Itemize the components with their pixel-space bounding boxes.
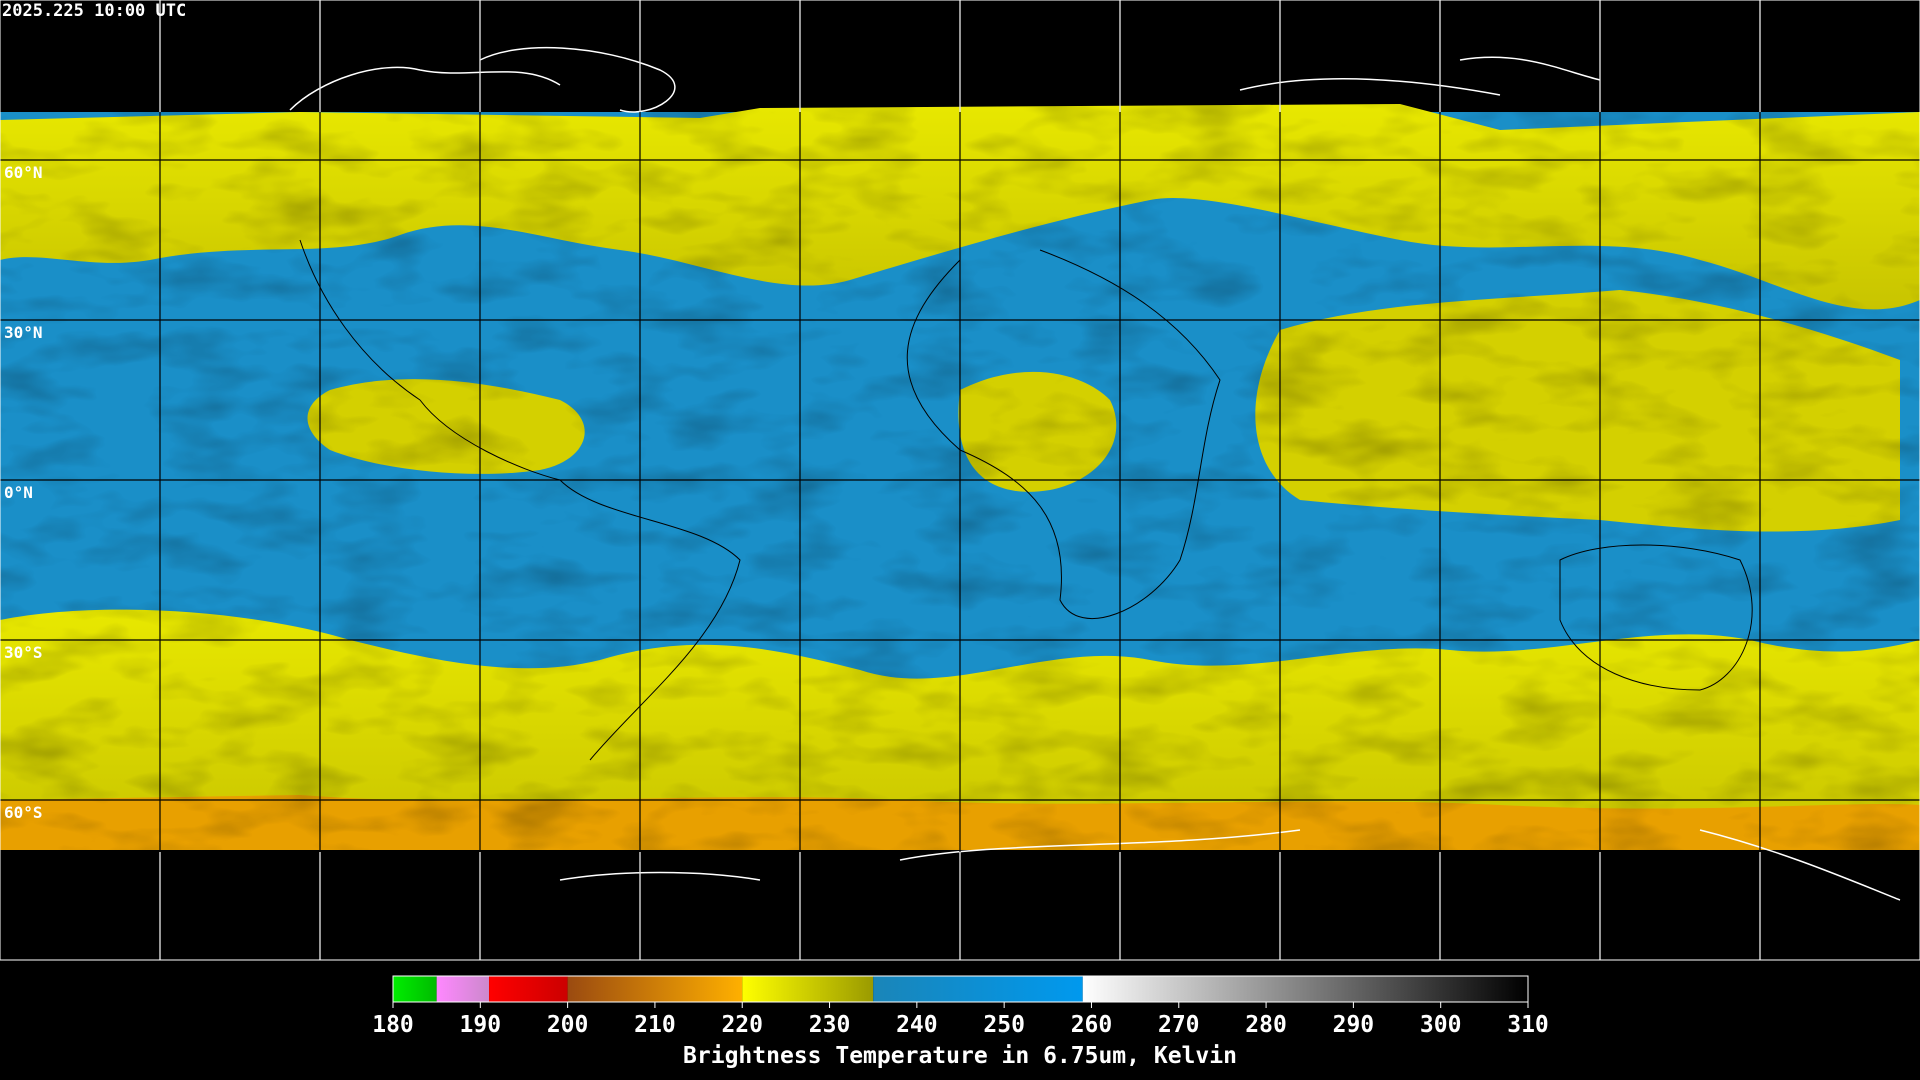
colorbar-tick-label: 220 (721, 1012, 763, 1038)
colorbar-segment (489, 976, 568, 1002)
latitude-label: 30°N (4, 323, 43, 342)
map-frame (0, 0, 1920, 961)
colorbar-segment (742, 976, 874, 1002)
latitude-label: 0°N (4, 483, 33, 502)
colorbar-tick-label: 280 (1245, 1012, 1287, 1038)
colorbar-tick-label: 260 (1071, 1012, 1113, 1038)
colorbar-tick-label: 290 (1333, 1012, 1375, 1038)
colorbar-tick-label: 300 (1420, 1012, 1462, 1038)
latitude-label: 60°N (4, 163, 43, 182)
coastlines-dark (299, 239, 1753, 761)
latitude-label: 30°S (4, 643, 43, 662)
coastlines (289, 46, 1901, 901)
colorbar-segment (1082, 976, 1528, 1002)
colorbar-segment (393, 976, 437, 1002)
timestamp: 2025.225 10:00 UTC (2, 1, 186, 21)
colorbar-tick-label: 210 (634, 1012, 676, 1038)
colorbar-tick-label: 190 (460, 1012, 502, 1038)
colorbar-tick-label: 180 (372, 1012, 414, 1038)
colorbar-frame (392, 975, 1529, 1003)
colorbar-title: Brightness Temperature in 6.75um, Kelvin (683, 1043, 1237, 1069)
graticule: 60°N 30°N 0°N 30°S 60°S (0, 0, 1920, 960)
colorbar-tick-label: 270 (1158, 1012, 1200, 1038)
colorbar-segment (873, 976, 1083, 1002)
latitude-label: 60°S (4, 803, 43, 822)
colorbar-tick-label: 250 (983, 1012, 1025, 1038)
colorbar: 180 190 200 210 220 230 240 250 260 270 280 290 300 3… (372, 975, 1549, 1038)
colorbar-tick-label: 310 (1507, 1012, 1549, 1038)
colorbar-tick-label: 240 (896, 1012, 938, 1038)
colorbar-segment (567, 976, 743, 1002)
colorbar-tick-label: 200 (547, 1012, 589, 1038)
colorbar-segment (436, 976, 490, 1002)
colorbar-tick-label: 230 (809, 1012, 851, 1038)
